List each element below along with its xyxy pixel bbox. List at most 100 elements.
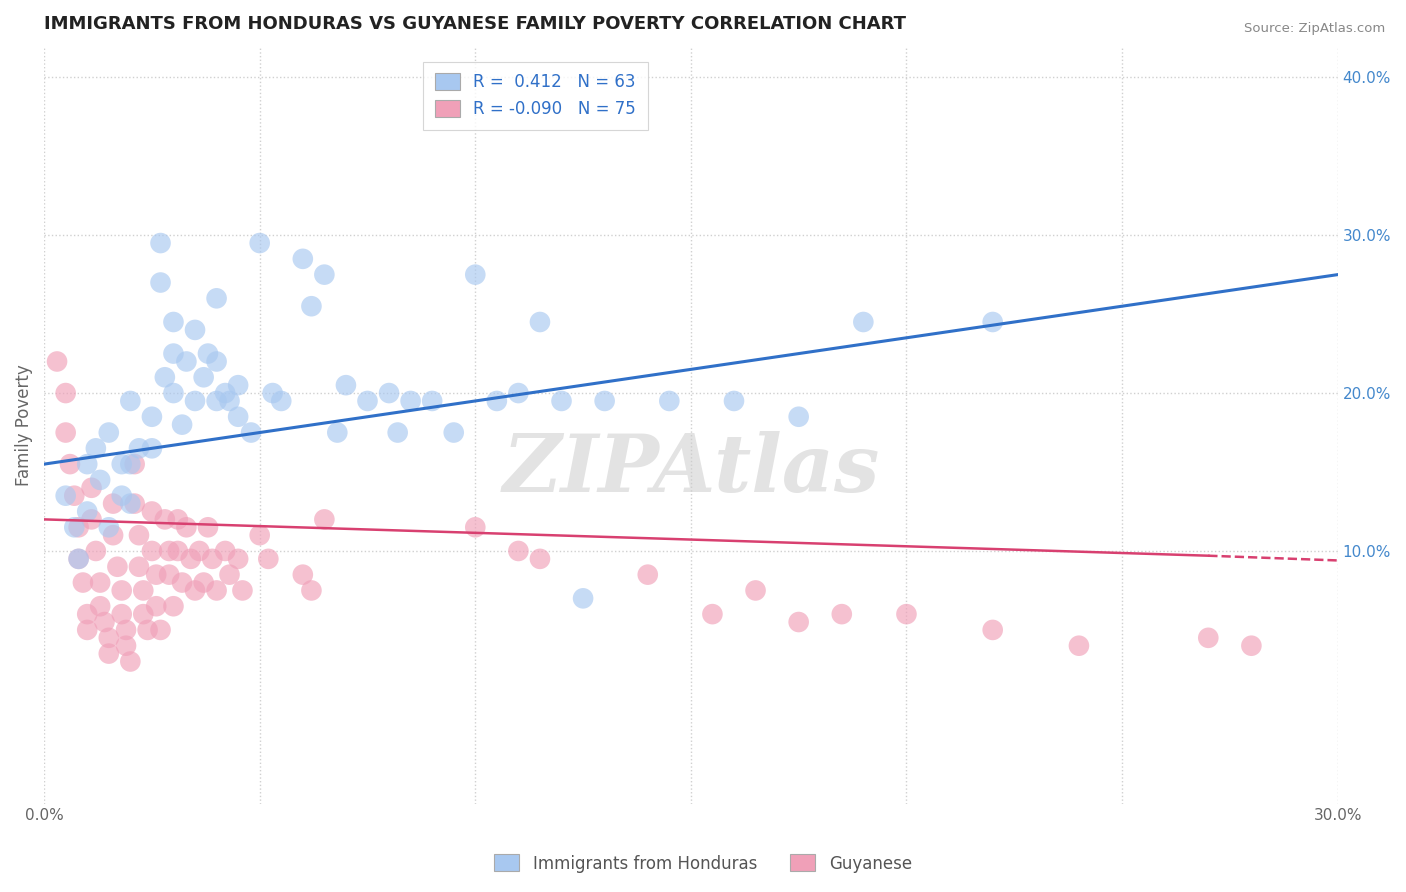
Point <box>166 512 188 526</box>
Point <box>593 394 616 409</box>
Point <box>301 583 323 598</box>
Point <box>180 552 202 566</box>
Point <box>111 607 134 621</box>
Point <box>193 575 215 590</box>
Point <box>80 481 103 495</box>
Point <box>572 591 595 606</box>
Point <box>443 425 465 440</box>
Point <box>218 394 240 409</box>
Point <box>314 268 336 282</box>
Point <box>176 520 198 534</box>
Point <box>420 394 443 409</box>
Point <box>1197 631 1219 645</box>
Point <box>249 235 271 250</box>
Point <box>702 607 724 621</box>
Point <box>132 583 155 598</box>
Point <box>193 370 215 384</box>
Point <box>201 552 224 566</box>
Point <box>76 607 98 621</box>
Point <box>464 268 486 282</box>
Point <box>63 489 86 503</box>
Point <box>197 520 219 534</box>
Point <box>637 567 659 582</box>
Point <box>387 425 409 440</box>
Legend: Immigrants from Honduras, Guyanese: Immigrants from Honduras, Guyanese <box>488 847 918 880</box>
Y-axis label: Family Poverty: Family Poverty <box>15 364 32 485</box>
Point <box>132 607 155 621</box>
Point <box>787 409 810 424</box>
Point <box>120 394 142 409</box>
Point <box>120 457 142 471</box>
Text: IMMIGRANTS FROM HONDURAS VS GUYANESE FAMILY POVERTY CORRELATION CHART: IMMIGRANTS FROM HONDURAS VS GUYANESE FAM… <box>44 15 905 33</box>
Point <box>84 442 107 456</box>
Point <box>111 489 134 503</box>
Point <box>162 346 184 360</box>
Point <box>93 615 115 629</box>
Point <box>197 346 219 360</box>
Point <box>205 291 228 305</box>
Point <box>485 394 508 409</box>
Point <box>67 552 90 566</box>
Point <box>128 528 150 542</box>
Point <box>120 497 142 511</box>
Point <box>1067 639 1090 653</box>
Point <box>141 544 163 558</box>
Point <box>80 512 103 526</box>
Point <box>141 409 163 424</box>
Point <box>149 235 172 250</box>
Point <box>55 386 77 401</box>
Point <box>111 457 134 471</box>
Point <box>231 583 253 598</box>
Point <box>744 583 766 598</box>
Point <box>240 425 263 440</box>
Point <box>128 442 150 456</box>
Point <box>831 607 853 621</box>
Point <box>149 276 172 290</box>
Point <box>55 489 77 503</box>
Point <box>184 583 207 598</box>
Point <box>214 544 236 558</box>
Point <box>529 552 551 566</box>
Point <box>145 599 167 614</box>
Point <box>529 315 551 329</box>
Point <box>188 544 211 558</box>
Point <box>184 323 207 337</box>
Point <box>214 386 236 401</box>
Point <box>981 315 1004 329</box>
Point <box>115 639 138 653</box>
Point <box>226 409 249 424</box>
Point <box>172 417 194 432</box>
Point <box>249 528 271 542</box>
Point <box>55 425 77 440</box>
Point <box>335 378 357 392</box>
Point <box>257 552 280 566</box>
Point <box>157 544 180 558</box>
Text: ZIPAtlas: ZIPAtlas <box>502 432 880 508</box>
Point <box>981 623 1004 637</box>
Point <box>508 386 530 401</box>
Point <box>101 528 124 542</box>
Point <box>97 647 120 661</box>
Point <box>291 567 314 582</box>
Point <box>184 394 207 409</box>
Point <box>59 457 82 471</box>
Point <box>326 425 349 440</box>
Point <box>157 567 180 582</box>
Point <box>378 386 401 401</box>
Point <box>153 512 176 526</box>
Point <box>111 583 134 598</box>
Point <box>787 615 810 629</box>
Point <box>162 599 184 614</box>
Point <box>97 425 120 440</box>
Point <box>89 599 111 614</box>
Point <box>124 497 146 511</box>
Point <box>76 623 98 637</box>
Point <box>162 315 184 329</box>
Point <box>89 473 111 487</box>
Point <box>896 607 918 621</box>
Point <box>141 504 163 518</box>
Point <box>124 457 146 471</box>
Point <box>107 559 129 574</box>
Legend: R =  0.412   N = 63, R = -0.090   N = 75: R = 0.412 N = 63, R = -0.090 N = 75 <box>423 62 648 129</box>
Point <box>291 252 314 266</box>
